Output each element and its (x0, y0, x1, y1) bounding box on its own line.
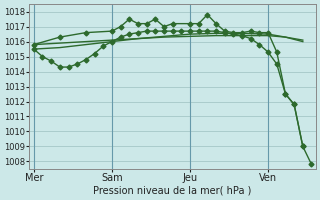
X-axis label: Pression niveau de la mer( hPa ): Pression niveau de la mer( hPa ) (93, 186, 252, 196)
